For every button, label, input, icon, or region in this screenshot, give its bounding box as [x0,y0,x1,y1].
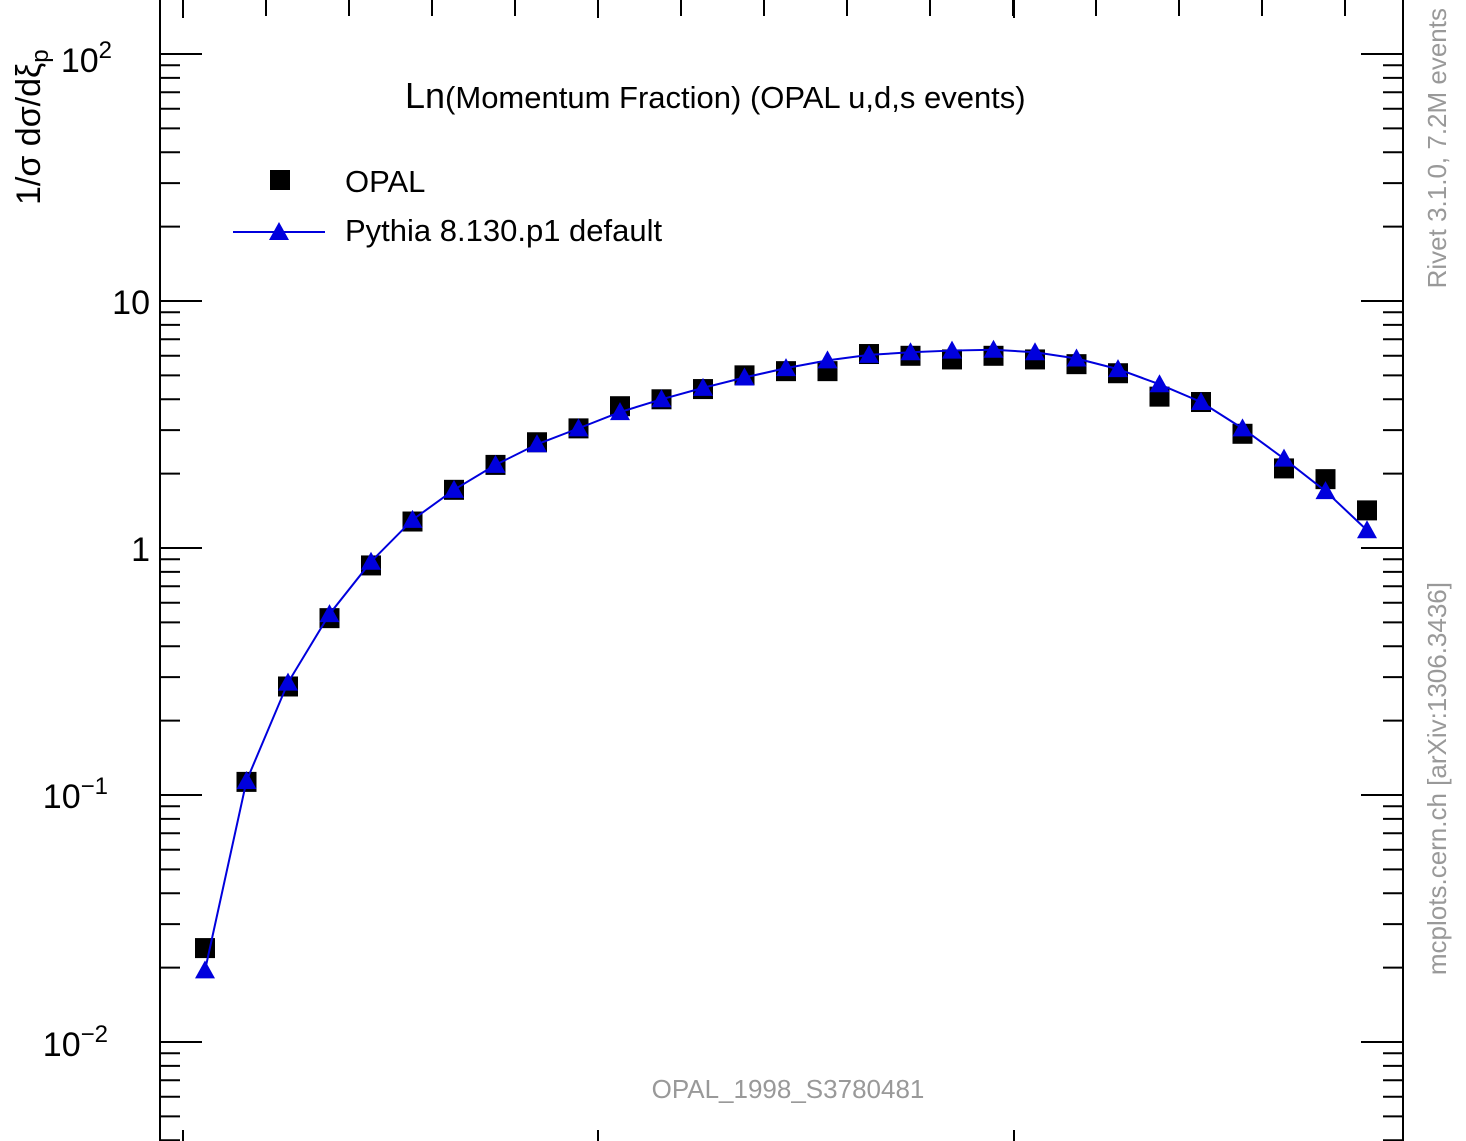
legend-label-pythia: Pythia 8.130.p1 default [345,213,663,248]
pythia-point [1149,374,1170,393]
ytick-label-0.1: 10−1 [43,773,108,816]
pythia-point [361,551,381,570]
pythia-point [1274,448,1294,467]
pythia-point [817,350,838,369]
pythia-point [485,454,506,473]
pythia-point [776,358,796,377]
pythia-point [319,604,340,623]
pythia-point [1108,359,1128,378]
pythia-point [693,377,713,396]
ytick-label-0.01: 10−2 [43,1021,108,1064]
pythia-point [444,479,464,498]
opal-point [1357,500,1377,521]
pythia-point [278,672,298,691]
pythia-point [1066,348,1087,367]
ytick-0.01-base: 10 [43,1026,81,1064]
ytick-label-100: 102 [61,37,112,80]
pythia-point [983,339,1004,358]
legend-marker-pythia [269,222,289,240]
ytick-label-10: 10 [112,284,150,322]
ytick-0.1-exp: −1 [81,773,108,800]
legend-label-opal: OPAL [345,164,425,199]
analysis-watermark: OPAL_1998_S3780481 [652,1074,925,1104]
pythia-point [900,342,921,361]
ytick-label-1: 1 [131,531,150,569]
pythia-point [1357,520,1377,539]
pythia-point [527,434,547,453]
chart-title: Ln(Momentum Fraction) (OPAL u,d,s events… [405,75,1026,116]
pythia-point [734,367,755,386]
side-text-rivet: Rivet 3.1.0, 7.2M events [1422,8,1452,288]
pythia-point [859,344,879,363]
opal-series [195,344,1377,959]
pythia-point [195,960,215,979]
side-text-mcplots: mcplots.cern.ch [arXiv:1306.3436] [1422,582,1452,975]
y-axis-label-sub: p [27,49,54,62]
pythia-point [651,389,672,408]
pythia-point [1315,481,1336,500]
y-axis-label-main: 1/σ dσ/dξ [10,63,48,205]
legend-marker-opal [270,170,290,190]
chart-title-prefix: Ln [405,75,445,116]
ytick-0.01-exp: −2 [81,1021,108,1048]
pythia-point [610,402,630,421]
axis-ticks [160,0,1403,1141]
y-axis-label: 1/σ dσ/dξp [10,49,54,205]
pythia-point [402,509,423,528]
pythia-point [236,770,257,789]
opal-point [1315,469,1336,490]
chart-title-rest: (Momentum Fraction) (OPAL u,d,s events) [445,80,1026,115]
ytick-0.1-base: 10 [43,778,81,816]
pythia-point [1025,342,1045,361]
pythia-point [1232,418,1253,437]
pythia-line [204,348,1368,971]
ytick-100-exp: 2 [99,37,112,64]
ytick-100-base: 10 [61,42,99,80]
pythia-series [195,339,1377,979]
plot-frame [159,0,1404,1141]
pythia-point [568,418,589,437]
pythia-point [942,340,962,359]
pythia-point [1191,392,1211,411]
